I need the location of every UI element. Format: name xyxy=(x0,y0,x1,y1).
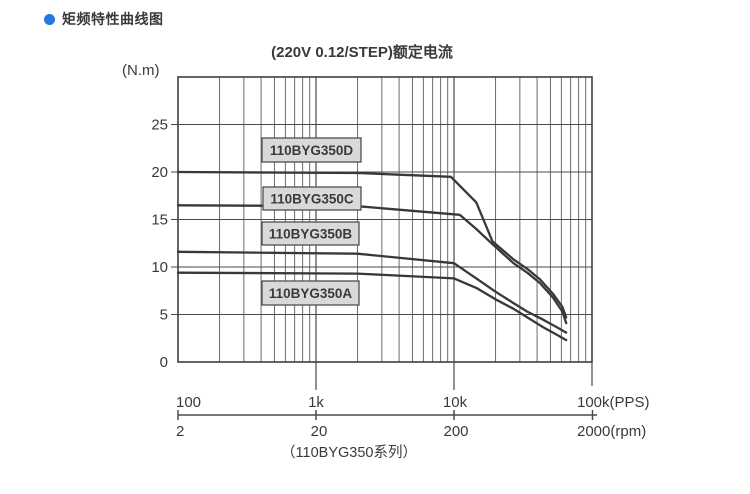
curve-110BYG350D xyxy=(176,170,568,319)
curve-110BYG350A xyxy=(176,271,568,342)
series-label-110BYG350D: 110BYG350D xyxy=(270,143,354,158)
series-label-box-110BYG350C xyxy=(262,186,362,211)
series-label-box-110BYG350D xyxy=(261,137,362,163)
x-label-rpm-2000: 2000(rpm) xyxy=(577,423,646,440)
series-label-110BYG350C: 110BYG350C xyxy=(270,192,354,207)
y-tick-label-15: 15 xyxy=(151,212,168,229)
series-label-box-110BYG350A xyxy=(261,280,360,306)
series-label-110BYG350B: 110BYG350B xyxy=(269,227,353,242)
x-label-pps-10k: 10k xyxy=(443,394,468,411)
chart-caption: （110BYG350系列） xyxy=(281,444,417,461)
torque-frequency-chart: 110BYG350D 110BYG350C 110BYG350B 110BYG350A… xyxy=(122,43,650,461)
series-label-box-110BYG350B xyxy=(261,221,360,246)
section-header: 矩频特性曲线图 xyxy=(44,9,164,29)
y-tick-label-0: 0 xyxy=(160,354,168,371)
y-tick-label-25: 25 xyxy=(151,117,168,134)
x-label-pps-1k: 1k xyxy=(308,394,324,411)
x-label-rpm-200: 200 xyxy=(443,423,468,440)
x-label-pps-100: 100 xyxy=(176,394,201,411)
curve-110BYG350C xyxy=(176,204,568,325)
y-axis-unit-label: (N.m) xyxy=(122,62,160,79)
x-label-rpm-2: 2 xyxy=(176,423,184,440)
curve-110BYG350B xyxy=(176,250,568,334)
plot-border xyxy=(177,76,593,363)
bullet-icon xyxy=(44,13,55,25)
x-label-pps-100k: 100k(PPS) xyxy=(577,394,650,411)
y-tick-label-20: 20 xyxy=(151,164,168,181)
x-label-rpm-20: 20 xyxy=(311,423,328,440)
section-title: 矩频特性曲线图 xyxy=(62,11,164,27)
series-label-110BYG350A: 110BYG350A xyxy=(269,286,353,301)
y-tick-label-10: 10 xyxy=(151,259,168,276)
y-tick-label-5: 5 xyxy=(160,307,168,324)
chart-title: (220V 0.12/STEP)额定电流 xyxy=(271,43,453,61)
